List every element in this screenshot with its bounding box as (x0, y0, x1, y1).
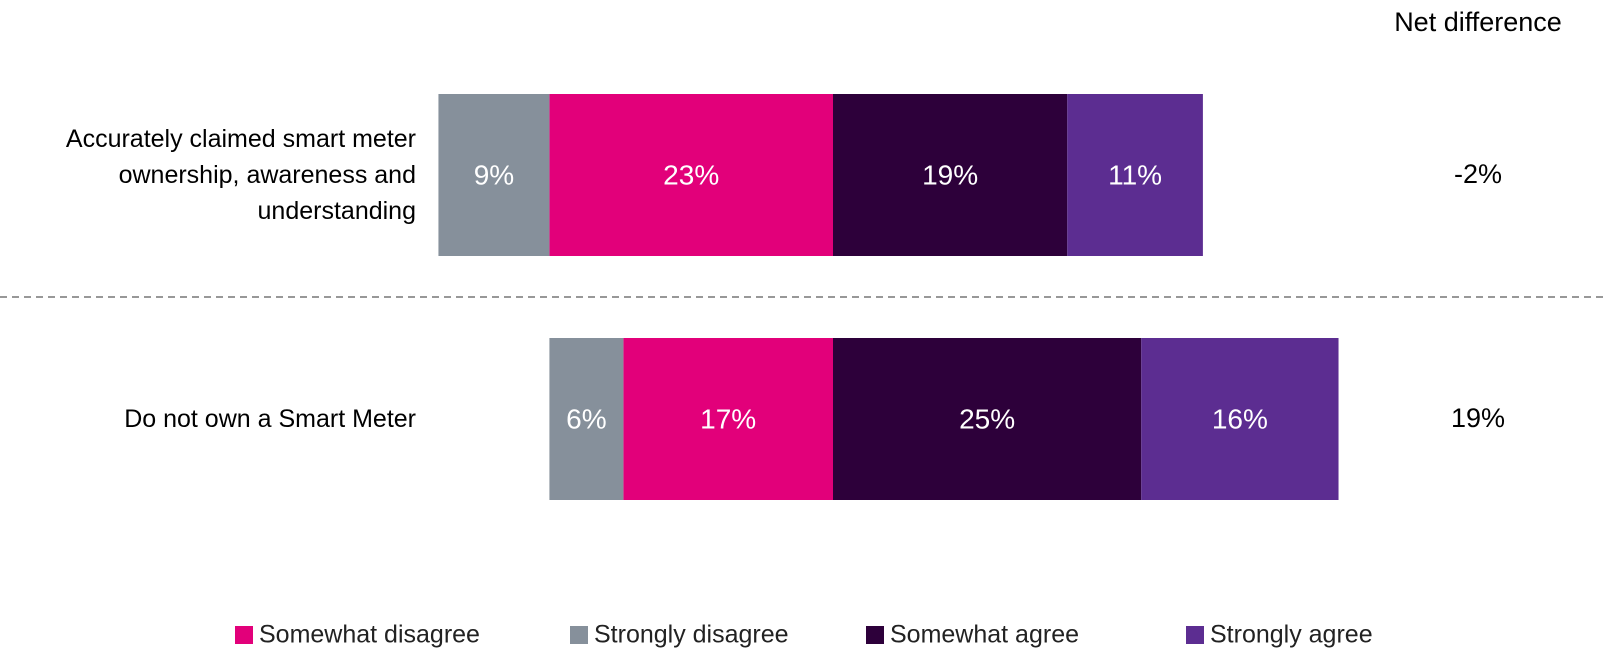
net-difference-title: Net difference (1394, 7, 1562, 37)
bar-segment (1067, 94, 1203, 256)
bar-segment (833, 338, 1142, 500)
category-label: Do not own a Smart Meter (124, 405, 416, 433)
legend-swatch (866, 626, 884, 644)
legend-swatch (235, 626, 253, 644)
bar-segment (833, 94, 1068, 256)
legend-label: Somewhat disagree (259, 621, 480, 649)
bar-segment (623, 338, 833, 500)
value-label: 17% (700, 403, 756, 434)
bar-segment (549, 94, 833, 256)
value-label: 23% (663, 159, 719, 190)
value-label: 6% (566, 403, 606, 434)
legend-swatch (1186, 626, 1204, 644)
category-label: Accurately claimed smart meter ownership… (65, 125, 416, 225)
legend-label: Strongly disagree (594, 621, 789, 649)
legend-swatch (570, 626, 588, 644)
legend-label: Strongly agree (1210, 621, 1373, 649)
net-difference-value: 19% (1451, 403, 1505, 433)
legend-label: Somewhat agree (890, 621, 1079, 649)
bar-segment (438, 94, 550, 256)
value-label: 16% (1212, 403, 1268, 434)
value-label: 25% (959, 403, 1015, 434)
bar-segment (1141, 338, 1339, 500)
bar-segment (549, 338, 624, 500)
value-label: 19% (922, 159, 978, 190)
net-difference-value: -2% (1454, 159, 1502, 189)
value-label: 9% (474, 159, 514, 190)
value-label: 11% (1108, 159, 1162, 190)
